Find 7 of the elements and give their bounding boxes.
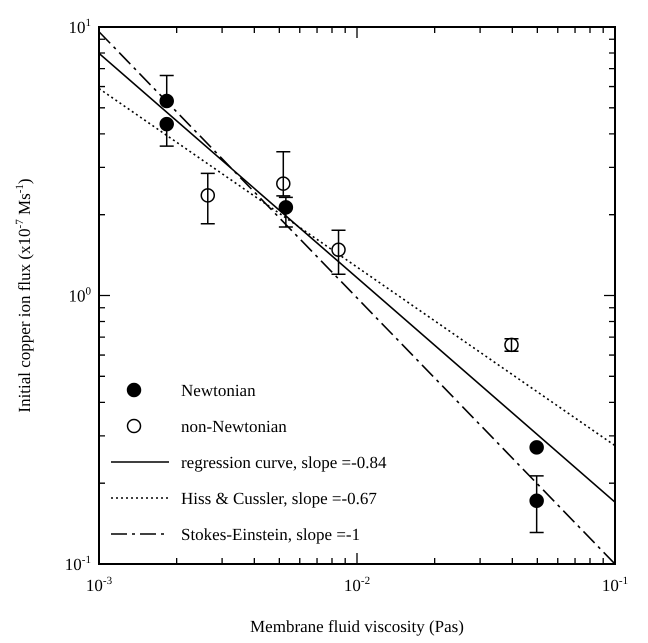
legend-label: Hiss & Cussler, slope =-0.67 <box>181 489 378 508</box>
y-axis-title: Initial copper ion flux (x10-7 Ms-1) <box>14 178 34 413</box>
legend-label: Stokes-Einstein, slope =-1 <box>181 525 360 544</box>
x-axis-title: Membrane fluid viscosity (Pas) <box>250 617 464 636</box>
legend-label: non-Newtonian <box>181 417 288 436</box>
legend-label: Newtonian <box>181 381 256 400</box>
legend-label: regression curve, slope =-0.84 <box>181 453 387 472</box>
